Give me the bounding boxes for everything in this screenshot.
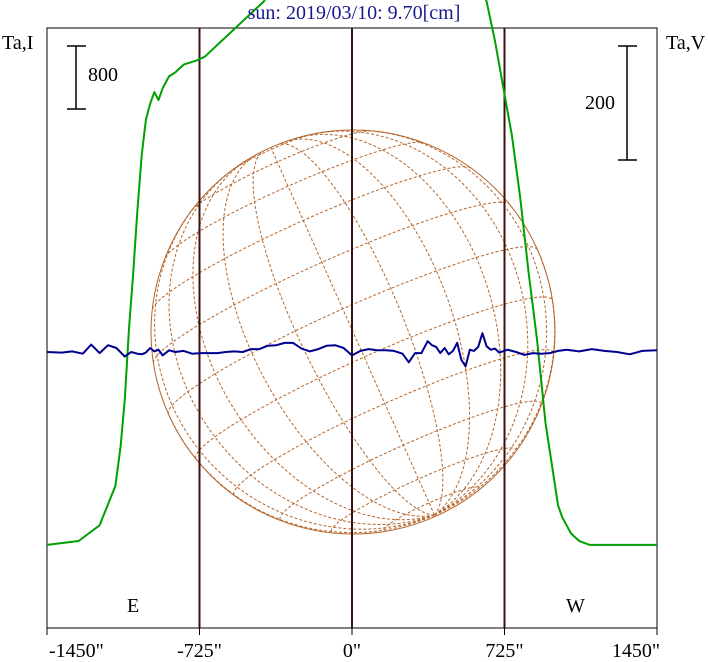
- latitude-line: [195, 296, 553, 459]
- latitude-line: [330, 447, 517, 532]
- longitude-line: [314, 130, 529, 516]
- longitude-line: [278, 143, 444, 516]
- scale-bar-left: [67, 45, 86, 110]
- longitude-line: [222, 154, 435, 517]
- longitude-line: [168, 413, 435, 534]
- chart-title: sun: 2019/03/10: 9.70[cm]: [247, 2, 461, 24]
- scale-bar-left-label: 800: [88, 64, 118, 86]
- scale-bar-right: [618, 45, 637, 161]
- latitude-line: [152, 201, 510, 363]
- x-tick-label: 0": [343, 640, 361, 662]
- series-line-polarization: [46, 332, 658, 368]
- y-axis-label-left: Ta,I: [2, 32, 34, 54]
- longitude-line: [168, 170, 435, 526]
- y-axis-label-right: Ta,V: [666, 32, 706, 54]
- longitude-line: [298, 133, 502, 516]
- x-tick-label: 1450": [612, 640, 660, 662]
- latitude-line: [191, 130, 371, 211]
- longitude-line: [360, 129, 548, 516]
- scale-bar-right-label: 200: [585, 92, 615, 114]
- series-line-intensity: [46, 0, 657, 546]
- longitude-line: [285, 138, 471, 516]
- limb-label-west: W: [566, 595, 585, 617]
- x-tick-label: -725": [177, 640, 222, 662]
- limb-label-east: E: [127, 595, 140, 617]
- x-tick-label: 725": [485, 640, 523, 662]
- longitude-line: [192, 161, 435, 521]
- longitude-line: [270, 147, 435, 516]
- longitude-line: [154, 201, 435, 530]
- x-tick-label: -1450": [49, 640, 104, 662]
- longitude-line: [252, 150, 435, 516]
- longitude-line: [434, 249, 556, 516]
